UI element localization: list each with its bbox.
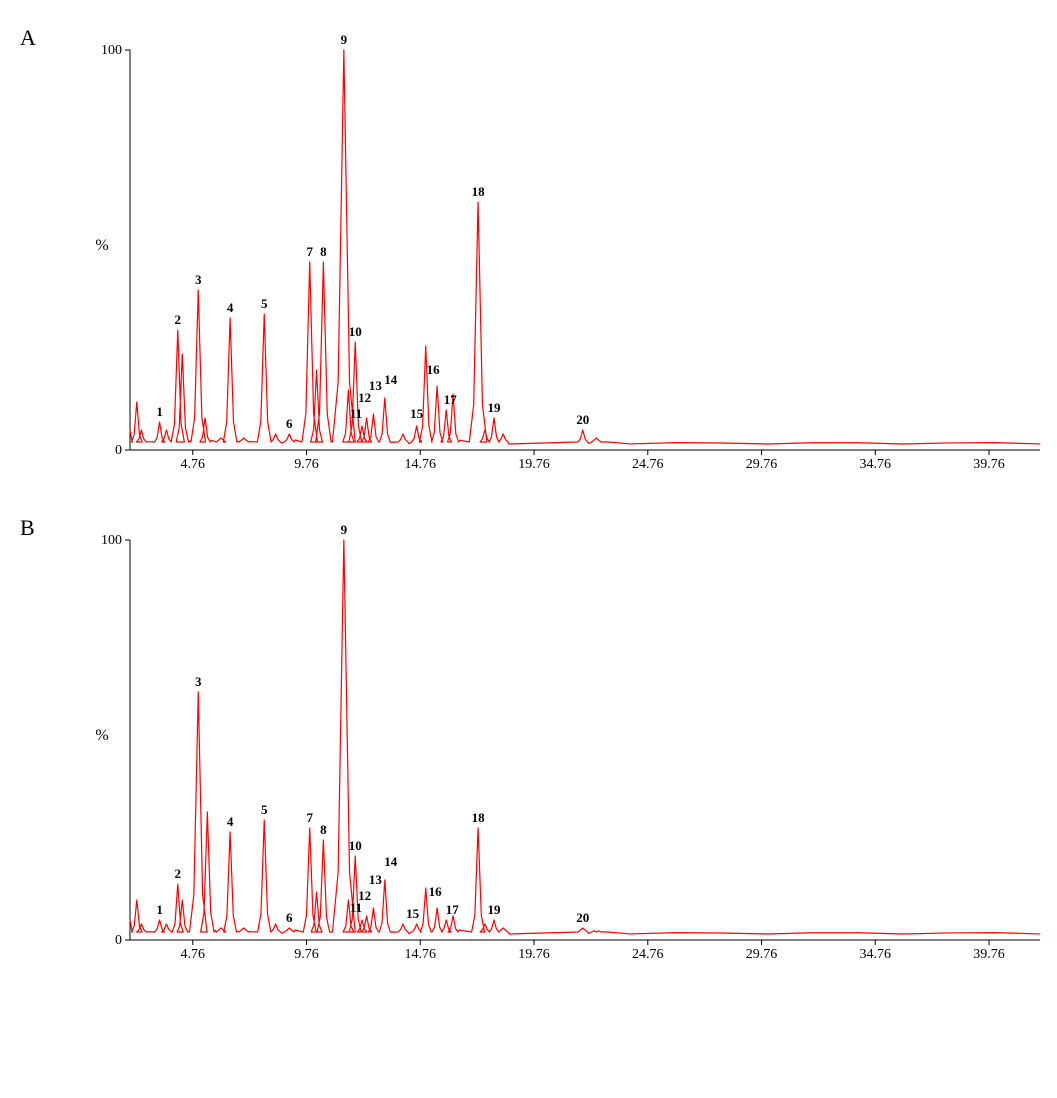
peak-label-10: 10 bbox=[349, 324, 362, 339]
peak-label-14: 14 bbox=[384, 372, 398, 387]
panel-A: A0100%4.769.7614.7619.7624.7629.7634.763… bbox=[20, 30, 1037, 480]
peak-label-20: 20 bbox=[576, 910, 589, 925]
peak-label-18: 18 bbox=[472, 810, 486, 825]
xtick-label: 24.76 bbox=[632, 457, 664, 472]
panel-B: B0100%4.769.7614.7619.7624.7629.7634.763… bbox=[20, 520, 1037, 970]
xtick-label: 9.76 bbox=[294, 947, 319, 962]
peak-label-17: 17 bbox=[446, 902, 460, 917]
xtick-label: 19.76 bbox=[518, 947, 550, 962]
ytick-label: 0 bbox=[115, 933, 122, 948]
xtick-label: 29.76 bbox=[746, 947, 778, 962]
peak-label-20: 20 bbox=[576, 412, 589, 427]
panel-label-B: B bbox=[20, 515, 35, 541]
peak-label-3: 3 bbox=[195, 272, 202, 287]
peak-label-10: 10 bbox=[349, 838, 362, 853]
peak-label-11: 11 bbox=[350, 406, 362, 421]
peak-label-17: 17 bbox=[444, 392, 458, 407]
peak-label-4: 4 bbox=[227, 814, 234, 829]
xtick-label: 24.76 bbox=[632, 947, 664, 962]
peak-label-16: 16 bbox=[429, 884, 443, 899]
xtick-label: 34.76 bbox=[860, 457, 892, 472]
xtick-label: 29.76 bbox=[746, 457, 778, 472]
peak-label-13: 13 bbox=[369, 378, 383, 393]
peak-label-1: 1 bbox=[156, 902, 163, 917]
peak-label-9: 9 bbox=[341, 32, 348, 47]
chromatogram-svg: 0100%4.769.7614.7619.7624.7629.7634.7639… bbox=[80, 520, 1050, 970]
chromatogram-trace bbox=[130, 540, 1040, 934]
peak-label-12: 12 bbox=[358, 888, 371, 903]
peak-label-4: 4 bbox=[227, 300, 234, 315]
xtick-label: 34.76 bbox=[860, 947, 892, 962]
peak-label-8: 8 bbox=[320, 244, 327, 259]
xtick-label: 4.76 bbox=[181, 947, 206, 962]
chart-wrap-A: 0100%4.769.7614.7619.7624.7629.7634.7639… bbox=[80, 30, 1037, 480]
peak-label-13: 13 bbox=[369, 872, 383, 887]
ytick-label: 100 bbox=[101, 533, 122, 548]
peak-label-19: 19 bbox=[488, 400, 502, 415]
y-axis-label: % bbox=[95, 237, 108, 254]
peak-label-8: 8 bbox=[320, 822, 327, 837]
ytick-label: 0 bbox=[115, 443, 122, 458]
xtick-label: 39.76 bbox=[973, 947, 1005, 962]
y-axis-label: % bbox=[95, 727, 108, 744]
xtick-label: 9.76 bbox=[294, 457, 319, 472]
peak-label-6: 6 bbox=[286, 416, 293, 431]
ytick-label: 100 bbox=[101, 43, 122, 58]
xtick-label: 4.76 bbox=[181, 457, 206, 472]
peak-label-7: 7 bbox=[306, 244, 313, 259]
peak-label-16: 16 bbox=[427, 362, 441, 377]
chromatogram-svg: 0100%4.769.7614.7619.7624.7629.7634.7639… bbox=[80, 30, 1050, 480]
panel-label-A: A bbox=[20, 25, 36, 51]
peak-label-15: 15 bbox=[406, 906, 420, 921]
xtick-label: 19.76 bbox=[518, 457, 550, 472]
peak-label-2: 2 bbox=[175, 312, 182, 327]
peak-label-6: 6 bbox=[286, 910, 293, 925]
peak-label-1: 1 bbox=[156, 404, 163, 419]
peak-label-9: 9 bbox=[341, 522, 348, 537]
peak-label-7: 7 bbox=[306, 810, 313, 825]
peak-label-5: 5 bbox=[261, 802, 268, 817]
peak-label-19: 19 bbox=[488, 902, 502, 917]
peak-label-18: 18 bbox=[472, 184, 486, 199]
xtick-label: 14.76 bbox=[405, 947, 437, 962]
peak-label-15: 15 bbox=[410, 406, 424, 421]
peak-label-5: 5 bbox=[261, 296, 268, 311]
peak-label-14: 14 bbox=[384, 854, 398, 869]
chart-wrap-B: 0100%4.769.7614.7619.7624.7629.7634.7639… bbox=[80, 520, 1037, 970]
xtick-label: 39.76 bbox=[973, 457, 1005, 472]
peak-label-3: 3 bbox=[195, 674, 202, 689]
chromatogram-trace bbox=[130, 50, 1040, 444]
peak-label-2: 2 bbox=[175, 866, 182, 881]
xtick-label: 14.76 bbox=[405, 457, 437, 472]
